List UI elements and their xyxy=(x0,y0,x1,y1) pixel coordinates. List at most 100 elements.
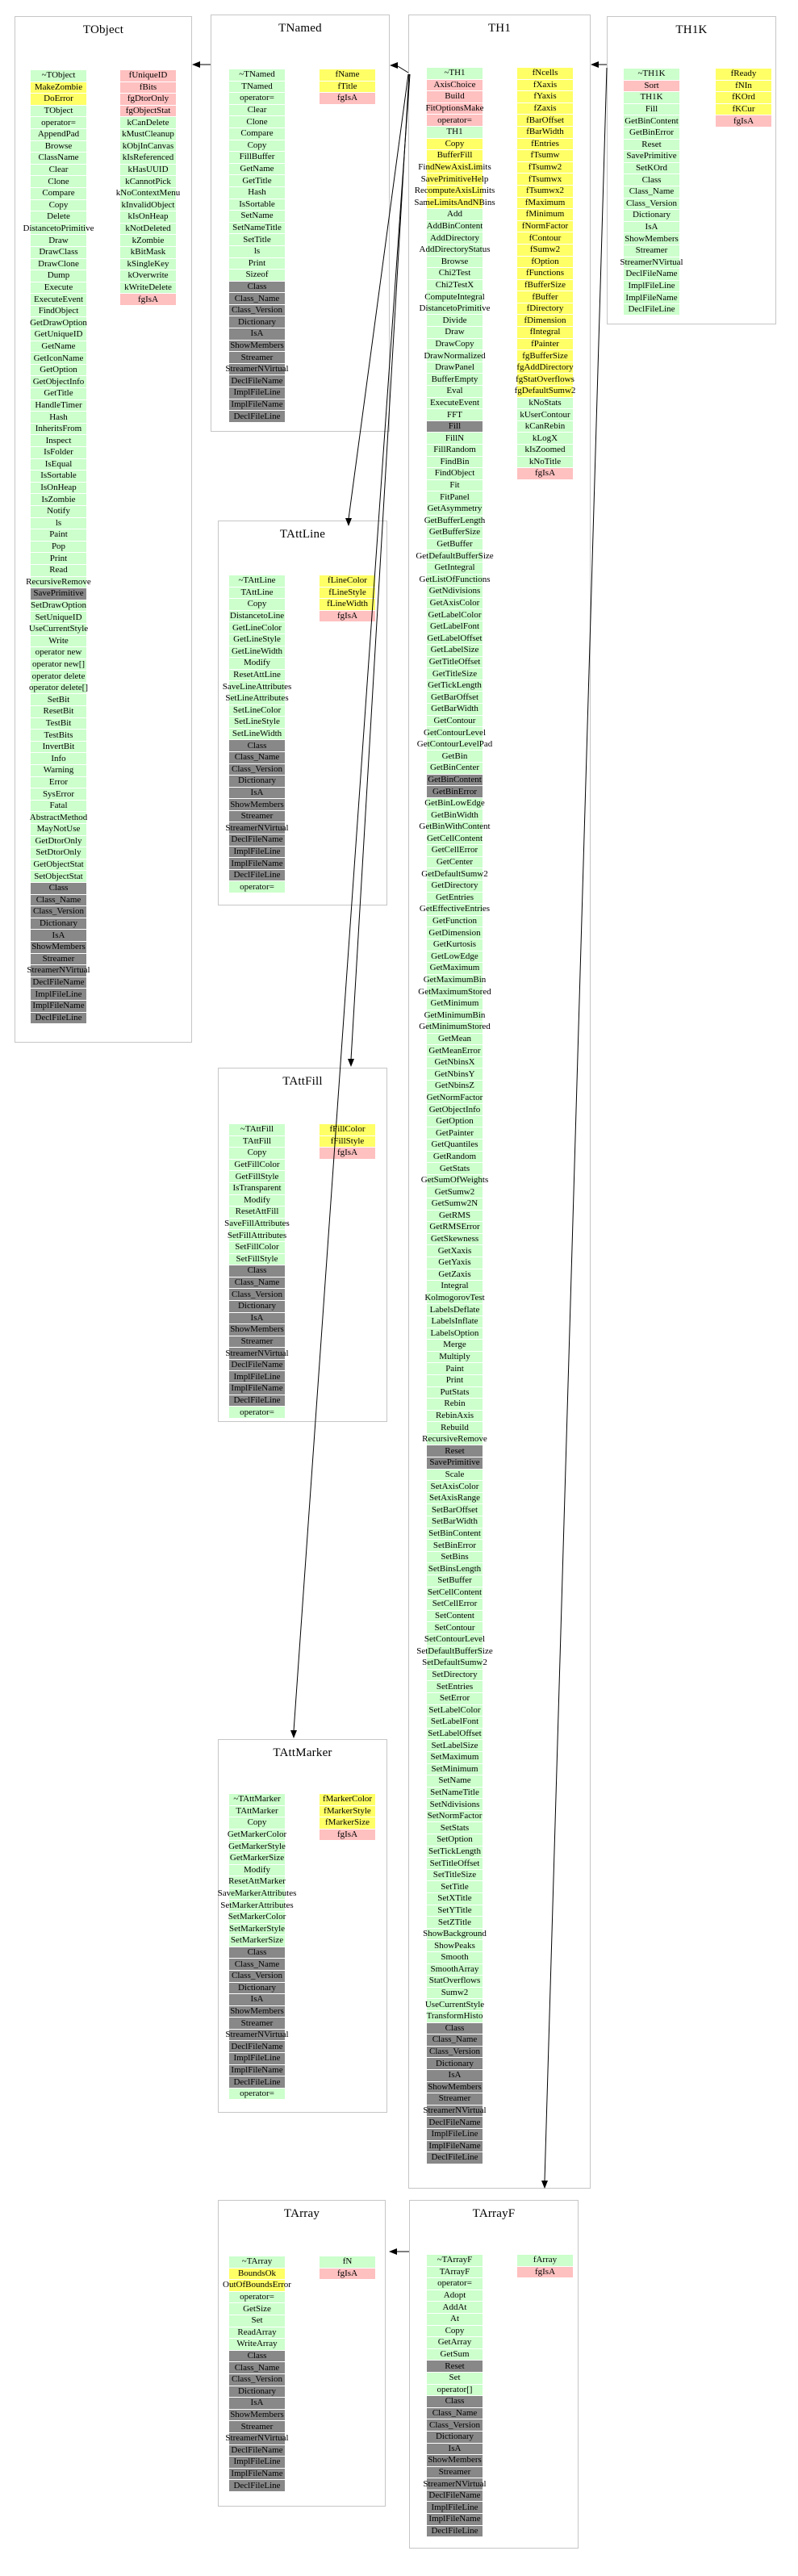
member-cell[interactable]: HandleTimer xyxy=(31,399,86,412)
attribute-cell[interactable]: fgDtorOnly xyxy=(120,94,176,105)
member-cell[interactable]: Paint xyxy=(427,1363,483,1374)
member-cell[interactable]: IsA xyxy=(624,221,679,233)
attribute-cell[interactable]: fgIsA xyxy=(320,2268,375,2280)
member-cell[interactable]: GetMinimum xyxy=(427,997,483,1010)
member-cell[interactable]: Class xyxy=(229,1947,285,1959)
member-cell[interactable]: Class_Version xyxy=(427,2046,483,2058)
attribute-cell[interactable]: fgIsA xyxy=(517,2266,573,2278)
attribute-cell[interactable]: kIsZoomed xyxy=(517,445,573,456)
member-cell[interactable]: GetRMS xyxy=(427,1210,483,1222)
member-cell[interactable]: GetContour xyxy=(427,715,483,727)
member-cell[interactable]: BoundsOk xyxy=(229,2268,285,2280)
member-cell[interactable]: DrawCopy xyxy=(427,338,483,350)
member-cell[interactable]: Class_Name xyxy=(229,2362,285,2373)
member-cell[interactable]: DeclFileLine xyxy=(31,1012,86,1024)
attribute-cell[interactable]: fYaxis xyxy=(517,91,573,102)
member-cell[interactable]: IsA xyxy=(427,2069,483,2081)
member-cell[interactable]: RecursiveRemove xyxy=(26,576,91,588)
member-cell[interactable]: GetBinCenter xyxy=(427,763,483,774)
member-cell[interactable]: FitOptionsMake xyxy=(425,102,484,115)
member-cell[interactable]: ClassName xyxy=(31,153,86,164)
member-cell[interactable]: Class_Name xyxy=(427,2034,483,2046)
member-cell[interactable]: GetObjectInfo xyxy=(427,1104,483,1115)
member-cell[interactable]: GetIntegral xyxy=(427,562,483,574)
member-cell[interactable]: SetEntries xyxy=(427,1681,483,1692)
member-cell[interactable]: GetQuantiles xyxy=(427,1140,483,1151)
member-cell[interactable]: Dump xyxy=(31,270,86,282)
member-cell[interactable]: RecursiveRemove xyxy=(422,1433,487,1445)
member-cell[interactable]: Merge xyxy=(427,1340,483,1351)
attribute-cell[interactable]: fKCur xyxy=(716,103,771,115)
member-cell[interactable]: SetBinError xyxy=(427,1540,483,1551)
member-cell[interactable]: GetBinError xyxy=(427,786,483,797)
member-cell[interactable]: Warning xyxy=(31,765,86,776)
member-cell[interactable]: DeclFileName xyxy=(31,976,86,989)
member-cell[interactable]: SetNdivisions xyxy=(427,1799,483,1810)
member-cell[interactable]: operator delete[] xyxy=(29,682,88,694)
member-cell[interactable]: ~TH1K xyxy=(624,69,679,80)
member-cell[interactable]: Sizeof xyxy=(229,270,285,281)
member-cell[interactable]: DrawClass xyxy=(31,246,86,258)
member-cell[interactable]: GetSum xyxy=(427,2348,483,2361)
member-cell[interactable]: GetName xyxy=(31,341,86,353)
member-cell[interactable]: Compare xyxy=(31,187,86,199)
member-cell[interactable]: DeclFileLine xyxy=(624,303,679,316)
member-cell[interactable]: AddDirectory xyxy=(427,232,483,244)
class-title-TArray[interactable]: TArray xyxy=(283,2207,320,2220)
member-cell[interactable]: Execute xyxy=(31,282,86,294)
attribute-cell[interactable]: fKOrd xyxy=(716,92,771,103)
member-cell[interactable]: Class_Name xyxy=(427,2407,483,2419)
member-cell[interactable]: LabelsDeflate xyxy=(427,1304,483,1315)
member-cell[interactable]: GetLabelSize xyxy=(427,645,483,656)
member-cell[interactable]: ImplFileName xyxy=(229,2064,285,2076)
member-cell[interactable]: DrawClone xyxy=(31,258,86,270)
attribute-cell[interactable]: fMinimum xyxy=(517,209,573,220)
member-cell[interactable]: ShowPeaks xyxy=(427,1940,483,1951)
member-cell[interactable]: DeclFileLine xyxy=(427,2152,483,2164)
member-cell[interactable]: Print xyxy=(31,553,86,564)
member-cell[interactable]: Streamer xyxy=(624,245,679,257)
member-cell[interactable]: DrawPanel xyxy=(427,362,483,374)
member-cell[interactable]: GetFillColor xyxy=(229,1159,285,1171)
member-cell[interactable]: ShowMembers xyxy=(229,2409,285,2421)
member-cell[interactable]: SetKOrd xyxy=(624,162,679,174)
member-cell[interactable]: Fatal xyxy=(31,800,86,812)
member-cell[interactable]: AddBinContent xyxy=(426,220,483,232)
member-cell[interactable]: GetBinWithContent xyxy=(419,822,491,833)
member-cell[interactable]: TransformHisto xyxy=(426,2010,483,2022)
member-cell[interactable]: IsTransparent xyxy=(229,1182,285,1194)
member-cell[interactable]: Class_Version xyxy=(624,198,679,210)
member-cell[interactable]: IsOnHeap xyxy=(31,482,86,494)
attribute-cell[interactable]: fContour xyxy=(517,232,573,244)
member-cell[interactable]: MakeZombie xyxy=(31,82,86,94)
member-cell[interactable]: Reset xyxy=(624,139,679,151)
member-cell[interactable]: ImplFileLine xyxy=(31,989,86,1000)
member-cell[interactable]: FitPanel xyxy=(427,491,483,503)
member-cell[interactable]: StatOverflows xyxy=(427,1976,483,1987)
member-cell[interactable]: Copy xyxy=(229,1148,285,1159)
member-cell[interactable]: AddDirectoryStatus xyxy=(419,244,491,256)
member-cell[interactable]: IsEqual xyxy=(31,458,86,470)
attribute-cell[interactable]: kIsReferenced xyxy=(120,153,176,164)
member-cell[interactable]: GetObjectInfo xyxy=(31,376,86,388)
member-cell[interactable]: GetUniqueID xyxy=(31,329,86,341)
attribute-cell[interactable]: kNotDeleted xyxy=(120,223,176,235)
member-cell[interactable]: Scale xyxy=(427,1469,483,1481)
member-cell[interactable]: Modify xyxy=(229,658,285,669)
member-cell[interactable]: StreamerNVirtual xyxy=(620,257,683,269)
attribute-cell[interactable]: fMarkerSize xyxy=(320,1817,375,1829)
member-cell[interactable]: Hash xyxy=(229,186,285,199)
member-cell[interactable]: RecomputeAxisLimits xyxy=(414,185,495,197)
attribute-cell[interactable]: kObjInCanvas xyxy=(120,140,176,153)
member-cell[interactable]: Browse xyxy=(427,256,483,268)
member-cell[interactable]: IsFolder xyxy=(31,447,86,458)
member-cell[interactable]: ~TH1 xyxy=(427,68,483,79)
member-cell[interactable]: GetDimension xyxy=(427,927,483,939)
member-cell[interactable]: SetBarWidth xyxy=(427,1516,483,1528)
member-cell[interactable]: SetNameTitle xyxy=(229,222,285,234)
member-cell[interactable]: SmoothArray xyxy=(427,1963,483,1976)
member-cell[interactable]: Paint xyxy=(31,529,86,541)
member-cell[interactable]: Reset xyxy=(427,1445,483,1457)
member-cell[interactable]: MayNotUse xyxy=(31,824,86,835)
attribute-cell[interactable]: fgIsA xyxy=(716,115,771,127)
